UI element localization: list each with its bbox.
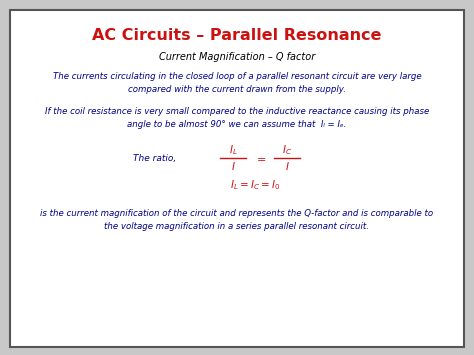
Text: If the coil resistance is very small compared to the inductive reactance causing: If the coil resistance is very small com… <box>45 107 429 129</box>
Text: $I$: $I$ <box>284 160 290 172</box>
Text: AC Circuits – Parallel Resonance: AC Circuits – Parallel Resonance <box>92 27 382 43</box>
Text: $I_C$: $I_C$ <box>282 143 292 157</box>
Text: The currents circulating in the closed loop of a parallel resonant circuit are v: The currents circulating in the closed l… <box>53 72 421 94</box>
Text: $I_L$: $I_L$ <box>228 143 237 157</box>
Text: Current Magnification – Q factor: Current Magnification – Q factor <box>159 52 315 62</box>
Text: $I$: $I$ <box>231 160 236 172</box>
Text: The ratio,: The ratio, <box>133 154 177 164</box>
Text: is the current magnification of the circuit and represents the Q-factor and is c: is the current magnification of the circ… <box>40 209 434 231</box>
FancyBboxPatch shape <box>10 10 464 347</box>
Text: $I_L = I_C = I_0$: $I_L = I_C = I_0$ <box>230 178 280 192</box>
Text: $=$: $=$ <box>254 153 266 163</box>
